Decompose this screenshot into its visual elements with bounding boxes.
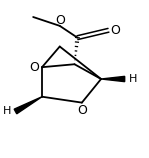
Polygon shape [14, 97, 42, 114]
Text: O: O [55, 14, 65, 27]
Text: H: H [129, 74, 137, 84]
Text: O: O [29, 61, 39, 74]
Text: O: O [110, 24, 120, 37]
Text: H: H [3, 106, 11, 116]
Polygon shape [101, 76, 125, 82]
Text: O: O [77, 104, 87, 117]
